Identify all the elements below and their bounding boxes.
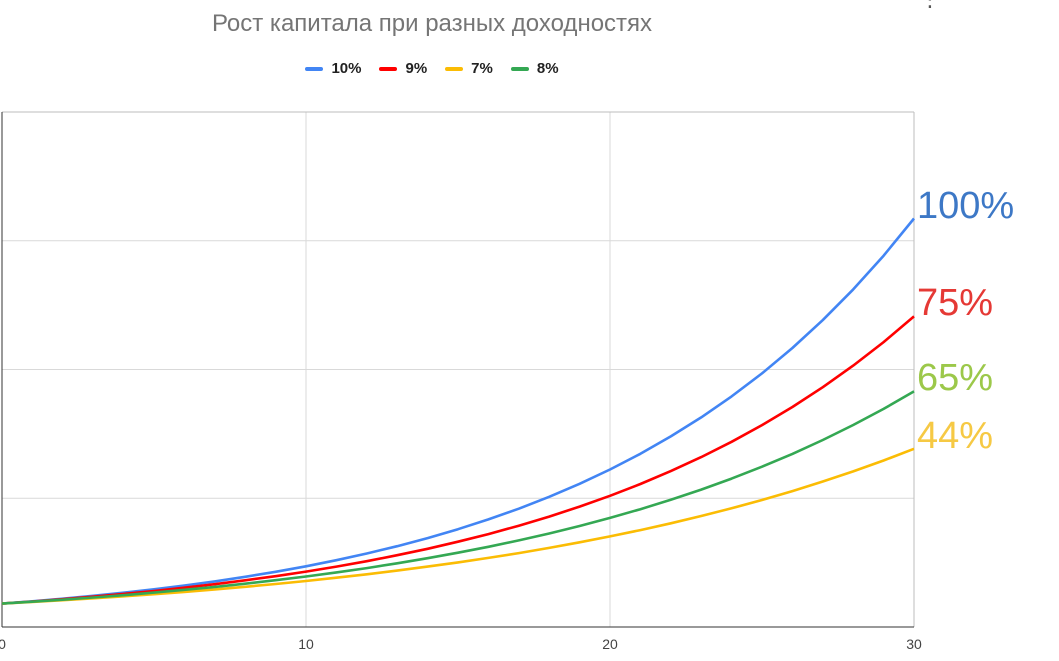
end-label-9pct: 75% (917, 282, 994, 325)
x-tick-label-10: 10 (298, 636, 314, 652)
end-label-8pct: 65% (917, 357, 994, 400)
legend-item-10pct[interactable]: 10% (305, 60, 361, 77)
legend-swatch (510, 66, 529, 71)
chart-title: Рост капитала при разных доходностях (211, 10, 653, 37)
legend-item-8pct[interactable]: 8% (510, 60, 559, 77)
legend-label: 8% (536, 60, 559, 77)
series-line-7pct (1, 447, 915, 605)
series-line-10pct (1, 217, 916, 605)
legend-swatch (445, 66, 464, 71)
legend-label: 10% (331, 60, 362, 77)
legend-item-9pct[interactable]: 9% (379, 60, 427, 77)
series-line-9pct (1, 315, 915, 605)
legend-label: 9% (405, 60, 428, 77)
x-tick-label-30: 30 (906, 636, 922, 652)
legend: 10% 9% 7% 8% (0, 60, 864, 77)
legend-item-7pct[interactable]: 7% (445, 60, 493, 77)
end-label-7pct: 44% (917, 414, 994, 457)
legend-label: 7% (471, 60, 493, 77)
legend-swatch (379, 66, 398, 71)
end-label-10pct: 100% (917, 184, 1015, 227)
series-line-8pct (1, 390, 915, 605)
x-tick-label-20: 20 (602, 636, 618, 652)
x-tick-label-0: 0 (0, 636, 6, 652)
legend-swatch (305, 66, 324, 71)
